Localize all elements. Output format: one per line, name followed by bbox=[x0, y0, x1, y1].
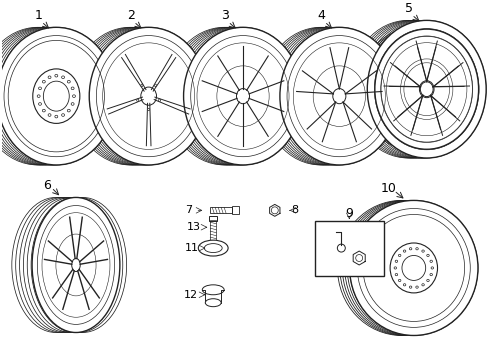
Text: 5: 5 bbox=[404, 2, 412, 15]
Ellipse shape bbox=[72, 95, 75, 98]
Ellipse shape bbox=[39, 87, 41, 90]
Ellipse shape bbox=[183, 27, 302, 165]
Ellipse shape bbox=[366, 21, 485, 158]
Text: 9: 9 bbox=[345, 207, 352, 220]
Ellipse shape bbox=[32, 197, 120, 333]
Ellipse shape bbox=[198, 240, 227, 256]
Ellipse shape bbox=[154, 84, 156, 86]
Ellipse shape bbox=[48, 76, 51, 78]
Ellipse shape bbox=[279, 27, 398, 165]
Ellipse shape bbox=[39, 103, 41, 105]
Ellipse shape bbox=[37, 95, 40, 98]
Text: 6: 6 bbox=[43, 179, 51, 192]
Ellipse shape bbox=[426, 279, 428, 282]
Bar bbox=[210, 207, 232, 213]
Text: 8: 8 bbox=[290, 205, 298, 215]
Ellipse shape bbox=[147, 108, 149, 111]
Ellipse shape bbox=[415, 248, 417, 250]
Ellipse shape bbox=[61, 76, 64, 78]
Ellipse shape bbox=[394, 260, 397, 262]
Ellipse shape bbox=[430, 267, 433, 269]
Ellipse shape bbox=[349, 201, 477, 336]
Ellipse shape bbox=[42, 80, 45, 83]
Ellipse shape bbox=[408, 286, 411, 288]
Ellipse shape bbox=[374, 29, 478, 149]
Text: 13: 13 bbox=[186, 222, 200, 232]
Ellipse shape bbox=[141, 84, 142, 86]
Bar bbox=[210, 220, 216, 242]
Ellipse shape bbox=[158, 99, 161, 102]
Ellipse shape bbox=[137, 99, 139, 102]
Ellipse shape bbox=[48, 114, 51, 116]
Bar bbox=[232, 206, 239, 214]
Ellipse shape bbox=[408, 248, 411, 250]
Ellipse shape bbox=[71, 103, 74, 105]
Ellipse shape bbox=[0, 27, 116, 165]
Text: 4: 4 bbox=[317, 9, 325, 22]
Ellipse shape bbox=[71, 87, 74, 90]
Ellipse shape bbox=[67, 80, 70, 83]
Ellipse shape bbox=[205, 299, 221, 307]
Ellipse shape bbox=[394, 274, 397, 276]
Text: 3: 3 bbox=[221, 9, 228, 22]
Ellipse shape bbox=[398, 254, 400, 257]
Ellipse shape bbox=[393, 267, 396, 269]
Text: 1: 1 bbox=[35, 9, 42, 22]
Ellipse shape bbox=[429, 274, 431, 276]
Ellipse shape bbox=[55, 115, 58, 118]
Text: 12: 12 bbox=[184, 290, 198, 300]
Ellipse shape bbox=[202, 285, 224, 295]
Ellipse shape bbox=[421, 284, 424, 286]
Ellipse shape bbox=[426, 254, 428, 257]
Ellipse shape bbox=[403, 284, 405, 286]
Ellipse shape bbox=[421, 250, 424, 252]
Text: 7: 7 bbox=[184, 205, 192, 215]
Ellipse shape bbox=[204, 244, 222, 253]
Bar bbox=[314, 221, 383, 276]
Ellipse shape bbox=[42, 109, 45, 112]
Ellipse shape bbox=[55, 75, 58, 77]
Text: 10: 10 bbox=[380, 182, 396, 195]
Text: 2: 2 bbox=[126, 9, 135, 22]
Ellipse shape bbox=[415, 286, 417, 288]
Text: 11: 11 bbox=[184, 243, 198, 253]
Ellipse shape bbox=[429, 260, 431, 262]
Ellipse shape bbox=[67, 109, 70, 112]
Bar bbox=[209, 216, 217, 221]
Ellipse shape bbox=[398, 279, 400, 282]
Ellipse shape bbox=[403, 250, 405, 252]
Ellipse shape bbox=[61, 114, 64, 116]
Ellipse shape bbox=[89, 27, 208, 165]
